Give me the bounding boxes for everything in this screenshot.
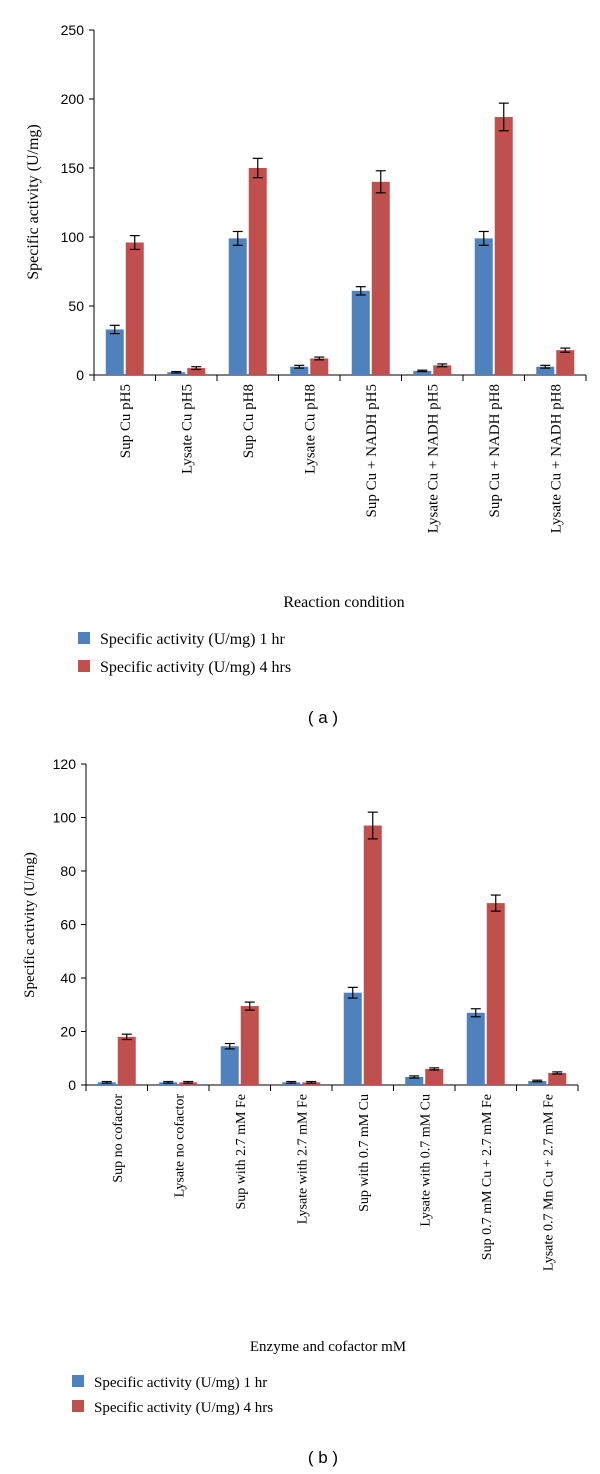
chart-a-bar-s2 xyxy=(125,242,144,375)
chart-b-category-label: Sup no cofactor xyxy=(111,1094,126,1183)
chart-b-category-label: Sup 0.7 mM Cu + 2.7 mM Fe xyxy=(480,1094,495,1260)
chart-b-ytick-label: 40 xyxy=(60,970,76,986)
chart-a-bar-s1 xyxy=(228,238,247,375)
chart-a-category-label: Sup Cu + NADH pH5 xyxy=(364,384,380,517)
chart-a-category-label: Sup Cu pH5 xyxy=(118,384,134,458)
chart-a-ytick-label: 0 xyxy=(76,367,84,383)
chart-b-ytick-label: 120 xyxy=(53,756,77,772)
chart-b-ytick-label: 20 xyxy=(60,1024,76,1040)
chart-b-bar-s1 xyxy=(220,1046,239,1085)
chart-a-legend-swatch-1 xyxy=(78,632,90,644)
chart-a-bar-s2 xyxy=(433,365,452,375)
chart-a-bar-s2 xyxy=(494,116,513,375)
chart-a-bar-s1 xyxy=(474,238,493,375)
chart-a-bar-s1 xyxy=(167,372,186,375)
chart-b-bar-s2 xyxy=(363,825,382,1085)
chart-b-bar-s1 xyxy=(528,1080,547,1085)
chart-a-xlabel: Reaction condition xyxy=(283,594,404,611)
chart-b-legend-swatch-1 xyxy=(72,1375,84,1387)
chart-a-bar-s2 xyxy=(556,350,575,375)
chart-b-category-label: Lysate with 2.7 mM Fe xyxy=(295,1094,310,1224)
chart-a-bar-s2 xyxy=(310,358,329,375)
chart-a-ylabel: Specific activity (U/mg) xyxy=(25,124,42,280)
chart-b-ylabel: Specific activity (U/mg) xyxy=(22,852,38,998)
chart-b-category-label: Sup with 0.7 mM Cu xyxy=(357,1094,372,1212)
chart-a-bar-s2 xyxy=(187,368,206,375)
chart-b: Specific activity (U/mg) Enzyme and cofa… xyxy=(22,756,579,1467)
chart-b-legend-label-1: Specific activity (U/mg) 1 hr xyxy=(94,1375,267,1391)
chart-a-bar-s1 xyxy=(290,366,309,375)
chart-a-ytick-label: 50 xyxy=(68,298,84,314)
chart-a-bar-s1 xyxy=(105,329,124,375)
chart-a-category-label: Lysate Cu pH5 xyxy=(179,384,195,474)
chart-a-panel-label: ( a ) xyxy=(308,708,338,727)
chart-b-category-label: Lysate with 0.7 mM Cu xyxy=(418,1094,433,1227)
chart-b-bar-s2 xyxy=(425,1068,444,1085)
chart-b-category-label: Sup with 2.7 mM Fe xyxy=(234,1094,249,1210)
chart-a: Specific activity (U/mg) Reaction condit… xyxy=(25,22,587,727)
chart-a-category-label: Lysate Cu + NADH pH5 xyxy=(425,384,441,533)
chart-a-ytick-label: 200 xyxy=(61,91,85,107)
chart-b-ytick-label: 60 xyxy=(60,917,76,933)
chart-b-bar-s2 xyxy=(486,903,505,1085)
chart-a-legend-label-1: Specific activity (U/mg) 1 hr xyxy=(100,631,286,648)
chart-a-bar-s1 xyxy=(351,290,370,375)
chart-b-panel-label: ( b ) xyxy=(308,1448,338,1467)
chart-a-category-label: Sup Cu + NADH pH8 xyxy=(487,384,503,517)
chart-b-category-label: Lysate 0.7 Mn Cu + 2.7 mM Fe xyxy=(541,1094,556,1271)
chart-a-legend-swatch-2 xyxy=(78,660,90,672)
chart-b-bar-s1 xyxy=(405,1076,424,1085)
chart-b-bar-s2 xyxy=(117,1036,136,1085)
chart-a-ytick-label: 150 xyxy=(61,160,85,176)
chart-a-bar-s2 xyxy=(371,181,390,375)
chart-a-category-label: Lysate Cu pH8 xyxy=(302,384,318,474)
chart-b-ytick-label: 80 xyxy=(60,863,76,879)
chart-a-bar-s1 xyxy=(413,370,432,375)
chart-a-bar-s2 xyxy=(248,168,267,375)
chart-b-legend-swatch-2 xyxy=(72,1400,84,1412)
chart-a-category-label: Lysate Cu + NADH pH8 xyxy=(548,384,564,533)
chart-b-bar-s2 xyxy=(548,1072,567,1085)
chart-b-xlabel: Enzyme and cofactor mM xyxy=(250,1339,406,1355)
chart-a-bar-s1 xyxy=(536,366,555,375)
chart-b-ytick-label: 0 xyxy=(68,1077,76,1093)
chart-b-bar-s1 xyxy=(343,992,362,1085)
chart-b-legend-label-2: Specific activity (U/mg) 4 hrs xyxy=(94,1400,273,1416)
chart-b-category-label: Lysate no cofactor xyxy=(172,1094,187,1198)
chart-b-ytick-label: 100 xyxy=(53,810,77,826)
chart-a-legend-label-2: Specific activity (U/mg) 4 hrs xyxy=(100,659,291,676)
chart-a-ytick-label: 250 xyxy=(61,22,85,38)
chart-b-bar-s1 xyxy=(466,1012,485,1085)
chart-a-ytick-label: 100 xyxy=(61,229,85,245)
chart-a-category-label: Sup Cu pH8 xyxy=(241,384,257,458)
chart-b-bar-s2 xyxy=(240,1006,259,1085)
